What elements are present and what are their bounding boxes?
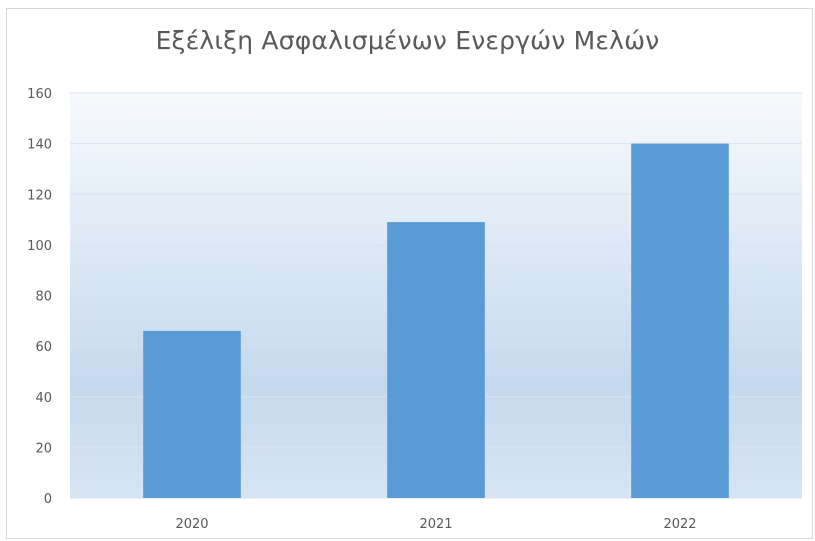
bar-2020	[143, 330, 241, 498]
chart-title: Εξέλιξη Ασφαλισμένων Ενεργών Μελών	[155, 26, 660, 55]
x-tick-label: 2022	[663, 517, 696, 532]
y-tick-label: 40	[35, 391, 52, 406]
y-axis-ticks: 0 20 40 60 80 100 120 140 160	[27, 87, 52, 507]
y-tick-label: 100	[27, 239, 52, 254]
y-tick-label: 160	[27, 87, 52, 102]
y-tick-label: 80	[35, 290, 52, 305]
y-tick-label: 140	[27, 138, 52, 153]
x-axis-ticks: 2020 2021 2022	[175, 517, 696, 532]
y-tick-label: 20	[35, 441, 52, 456]
bar-2022	[631, 143, 729, 498]
x-tick-label: 2021	[419, 517, 452, 532]
x-tick-label: 2020	[175, 517, 208, 532]
y-tick-label: 120	[27, 188, 52, 203]
bar-2021	[387, 222, 485, 498]
bars	[143, 143, 729, 498]
y-tick-label: 60	[35, 340, 52, 355]
y-tick-label: 0	[44, 492, 52, 507]
